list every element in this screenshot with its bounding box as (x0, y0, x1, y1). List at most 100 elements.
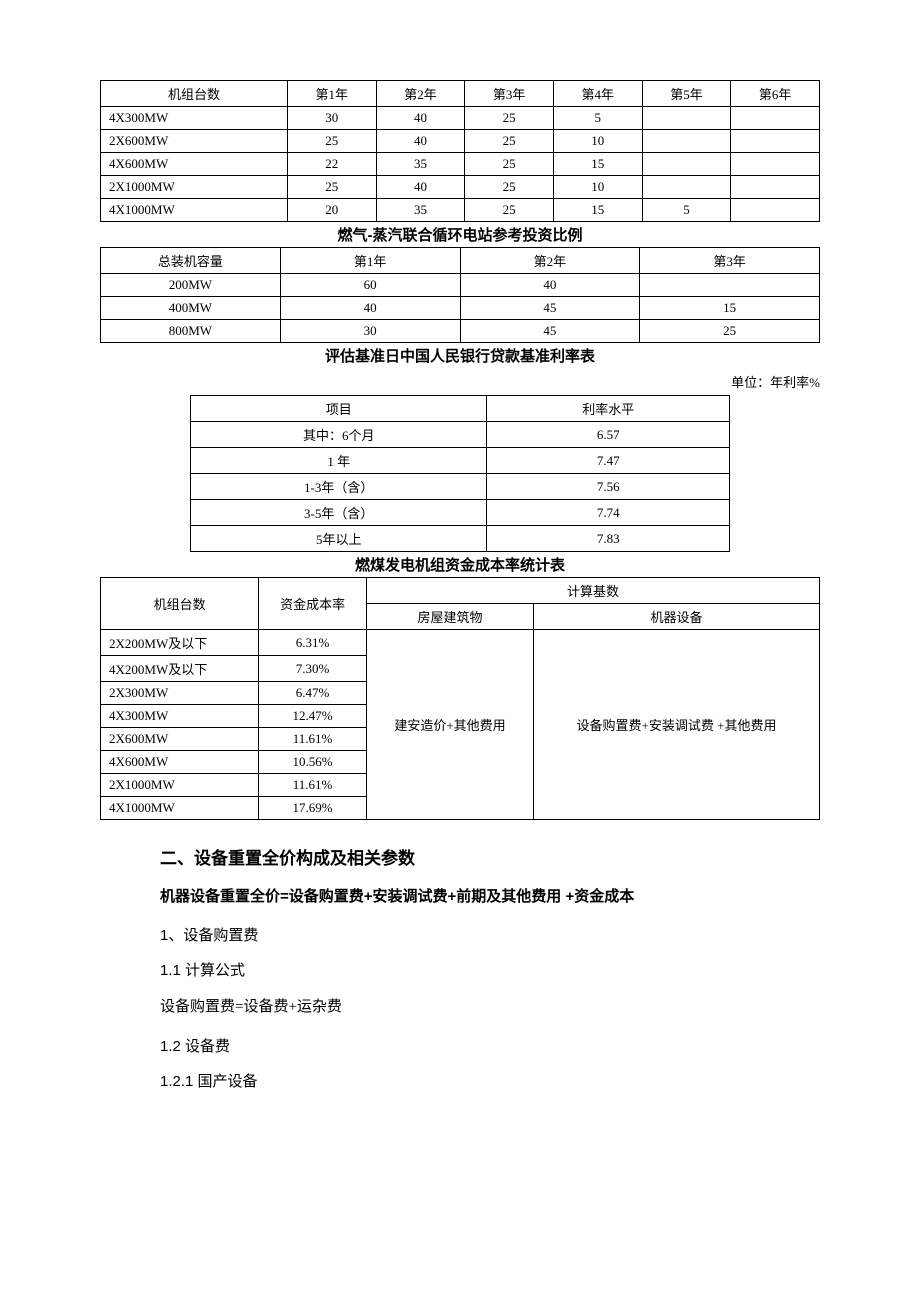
table-cell: 7.30% (259, 656, 367, 682)
table-cell (731, 107, 820, 130)
table-body: 200MW6040400MW404515800MW304525 (101, 274, 820, 343)
table-cell: 40 (460, 274, 640, 297)
table-cell: 4X300MW (101, 107, 288, 130)
table-body: 4X300MW30402552X600MW254025104X600MW2235… (101, 107, 820, 222)
col-header: 第4年 (553, 81, 642, 107)
subheading-1-2-1: 1.2.1 国产设备 (160, 1070, 820, 1091)
table-cell: 4X600MW (101, 153, 288, 176)
table-cell: 800MW (101, 320, 281, 343)
table-cell: 10 (553, 176, 642, 199)
table-cell: 2X600MW (101, 130, 288, 153)
col-header: 资金成本率 (259, 578, 367, 630)
table-cell: 7.47 (487, 448, 730, 474)
table-row: 800MW304525 (101, 320, 820, 343)
table-cell: 15 (640, 297, 820, 320)
table-row: 4X600MW22352515 (101, 153, 820, 176)
table-row: 2X1000MW25402510 (101, 176, 820, 199)
col-header: 房屋建筑物 (367, 604, 534, 630)
table-cell: 5年以上 (191, 526, 487, 552)
table-cell: 10 (553, 130, 642, 153)
table-cell: 4X1000MW (101, 797, 259, 820)
table-cell: 6.47% (259, 682, 367, 705)
col-header: 第3年 (640, 248, 820, 274)
col-header: 第3年 (465, 81, 554, 107)
table-cell: 40 (376, 176, 465, 199)
table-cell (731, 176, 820, 199)
table-cell: 2X600MW (101, 728, 259, 751)
col-header: 第2年 (460, 248, 640, 274)
table-row: 200MW6040 (101, 274, 820, 297)
col-header: 总装机容量 (101, 248, 281, 274)
col-header: 项目 (191, 396, 487, 422)
table-row: 2X600MW25402510 (101, 130, 820, 153)
table-cell: 45 (460, 320, 640, 343)
table-cell: 25 (465, 153, 554, 176)
col-header: 机器设备 (534, 604, 820, 630)
table-cell: 40 (280, 297, 460, 320)
table-title-loan-rate: 评估基准日中国人民银行贷款基准利率表 (100, 345, 820, 366)
table-cell: 22 (287, 153, 376, 176)
table-cell: 35 (376, 153, 465, 176)
table-cell: 4X300MW (101, 705, 259, 728)
table-cell: 12.47% (259, 705, 367, 728)
col-header: 机组台数 (101, 578, 259, 630)
table-cell: 45 (460, 297, 640, 320)
subheading-1-1: 1.1 计算公式 (160, 959, 820, 980)
table-title-cost-rate: 燃煤发电机组资金成本率统计表 (100, 554, 820, 575)
table-cell: 7.74 (487, 500, 730, 526)
col-header: 第6年 (731, 81, 820, 107)
table-cell (731, 199, 820, 222)
table-cell (731, 153, 820, 176)
table-cell: 20 (287, 199, 376, 222)
table-row: 4X1000MW203525155 (101, 199, 820, 222)
table-row: 3-5年（含）7.74 (191, 500, 730, 526)
table-cell: 25 (287, 130, 376, 153)
table-cell: 7.56 (487, 474, 730, 500)
subheading-1-2: 1.2 设备费 (160, 1035, 820, 1056)
table-cell: 4X1000MW (101, 199, 288, 222)
table-cell: 40 (376, 107, 465, 130)
formula-main: 机器设备重置全价=设备购置费+安装调试费+前期及其他费用 +资金成本 (160, 883, 820, 910)
table-cell: 30 (280, 320, 460, 343)
table-title-gas-steam: 燃气-蒸汽联合循环电站参考投资比例 (100, 224, 820, 245)
table-cell: 25 (640, 320, 820, 343)
table-cell: 5 (553, 107, 642, 130)
table-cell: 2X1000MW (101, 176, 288, 199)
table-cell (731, 130, 820, 153)
table-cell: 2X1000MW (101, 774, 259, 797)
table-row: 2X200MW及以下6.31%建安造价+其他费用设备购置费+安装调试费 +其他费… (101, 630, 820, 656)
table-cell: 3-5年（含） (191, 500, 487, 526)
table-cell: 25 (465, 130, 554, 153)
gas-steam-table: 总装机容量 第1年 第2年 第3年 200MW6040400MW40451580… (100, 247, 820, 343)
table-body: 2X200MW及以下6.31%建安造价+其他费用设备购置费+安装调试费 +其他费… (101, 630, 820, 820)
table-cell: 35 (376, 199, 465, 222)
table-cell: 60 (280, 274, 460, 297)
section-heading-2: 二、设备重置全价构成及相关参数 (160, 844, 820, 869)
table-row: 4X300MW3040255 (101, 107, 820, 130)
table-cell: 其中：6个月 (191, 422, 487, 448)
table-cell: 30 (287, 107, 376, 130)
table-cell: 4X200MW及以下 (101, 656, 259, 682)
table-cell (642, 130, 731, 153)
table-cell: 25 (465, 107, 554, 130)
table-cell (642, 107, 731, 130)
col-header: 第5年 (642, 81, 731, 107)
table-cell: 1 年 (191, 448, 487, 474)
col-header: 机组台数 (101, 81, 288, 107)
table-cell (642, 176, 731, 199)
col-header: 第1年 (287, 81, 376, 107)
col-header: 利率水平 (487, 396, 730, 422)
table-cell: 17.69% (259, 797, 367, 820)
table-cell: 15 (553, 153, 642, 176)
table-cell: 25 (287, 176, 376, 199)
table-cell (640, 274, 820, 297)
table-cell: 400MW (101, 297, 281, 320)
table-header-row: 项目 利率水平 (191, 396, 730, 422)
table-cell: 25 (465, 176, 554, 199)
unit-count-table: 机组台数 第1年 第2年 第3年 第4年 第5年 第6年 4X300MW3040… (100, 80, 820, 222)
table-row: 400MW404515 (101, 297, 820, 320)
table-row: 1 年7.47 (191, 448, 730, 474)
col-header: 计算基数 (367, 578, 820, 604)
table-cell: 11.61% (259, 728, 367, 751)
table-cell: 7.83 (487, 526, 730, 552)
